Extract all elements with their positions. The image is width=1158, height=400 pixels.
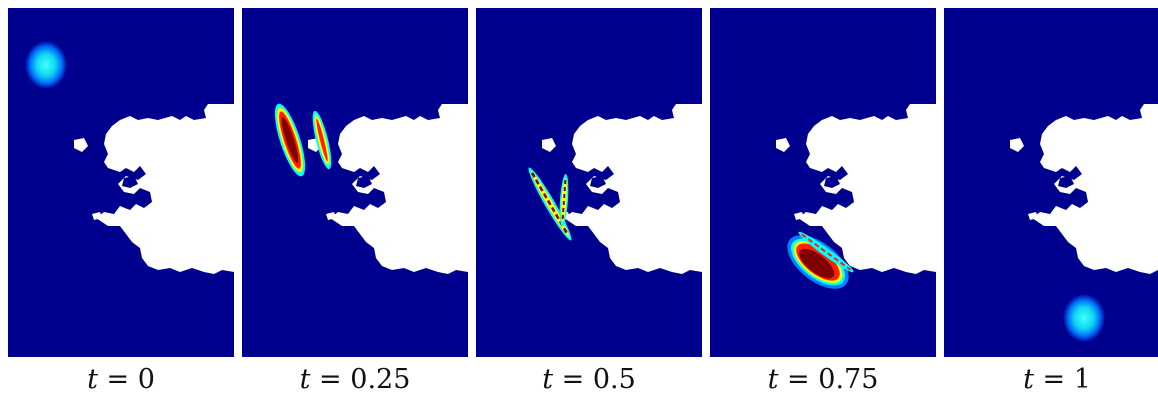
panel-t-0.75 xyxy=(710,8,936,357)
density-map-t-0.25 xyxy=(242,8,468,357)
caption-t-0: t = 0 xyxy=(87,364,155,395)
caption-t-1: t = 1 xyxy=(1023,364,1091,395)
density-filament-tail xyxy=(798,231,854,273)
panel-t-1 xyxy=(944,8,1158,357)
caption-t-0.25: t = 0.25 xyxy=(299,364,411,395)
panel-t-0 xyxy=(8,8,234,357)
panel-t-0.25 xyxy=(242,8,468,357)
density-map-t-0.75 xyxy=(710,8,936,357)
density-filament-left xyxy=(274,103,306,177)
initial-density-blob xyxy=(25,41,67,89)
density-map-t-1 xyxy=(944,8,1158,357)
density-filament-right xyxy=(559,174,569,226)
density-map-t-0 xyxy=(8,8,234,357)
caption-t-0.5: t = 0.5 xyxy=(542,364,636,395)
panel-t-0.5 xyxy=(476,8,702,357)
density-filament-right xyxy=(312,110,332,170)
final-density-blob xyxy=(1063,294,1105,342)
caption-t-0.75: t = 0.75 xyxy=(767,364,879,395)
density-map-t-0.5 xyxy=(476,8,702,357)
density-lobe-main xyxy=(787,235,849,289)
